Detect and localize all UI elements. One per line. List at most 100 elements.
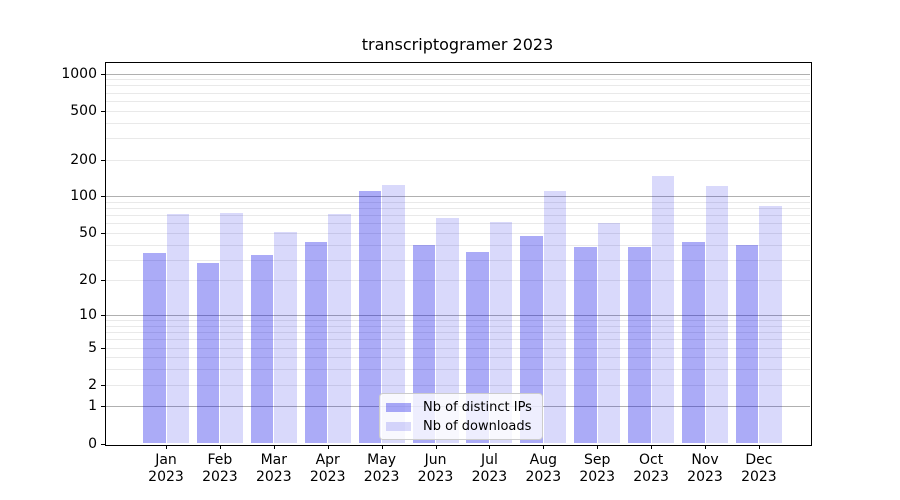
legend: Nb of distinct IPs Nb of downloads bbox=[379, 393, 543, 440]
x-tick-label-jan: Jan 2023 bbox=[148, 451, 184, 485]
y-tick-label: 1000 bbox=[61, 65, 97, 82]
y-tick-mark bbox=[101, 73, 105, 75]
legend-item-downloads: Nb of downloads bbox=[386, 418, 534, 435]
chart-title: transcriptogramer 2023 bbox=[361, 35, 554, 54]
y-tick-mark bbox=[101, 280, 105, 282]
minor-gridline bbox=[105, 369, 810, 371]
x-tick-label-oct: Oct 2023 bbox=[633, 451, 669, 485]
bar-downloads-feb bbox=[220, 213, 243, 444]
bar-downloads-nov bbox=[705, 185, 728, 444]
x-tick-label-dec: Dec 2023 bbox=[741, 451, 777, 485]
bar-distinct-ips-dec bbox=[735, 244, 759, 444]
bar-downloads-sep bbox=[597, 223, 621, 444]
x-tick-label-sep: Sep 2023 bbox=[579, 451, 615, 485]
bar-distinct-ips-jan bbox=[143, 253, 166, 444]
y-tick-label: 20 bbox=[79, 272, 97, 289]
x-tick-label-nov: Nov 2023 bbox=[687, 451, 723, 485]
x-tick-mark bbox=[705, 444, 706, 449]
minor-gridline bbox=[105, 79, 810, 81]
minor-gridline bbox=[105, 92, 810, 94]
bar-downloads-oct bbox=[651, 175, 675, 444]
y-tick-mark bbox=[101, 406, 105, 408]
y-tick-mark bbox=[101, 110, 105, 112]
minor-gridline bbox=[105, 223, 810, 225]
y-tick-label: 500 bbox=[70, 102, 97, 119]
x-tick-label-may: May 2023 bbox=[363, 451, 400, 485]
minor-gridline bbox=[105, 215, 810, 217]
minor-gridline bbox=[105, 347, 810, 349]
minor-gridline bbox=[105, 339, 810, 341]
y-tick-mark bbox=[101, 159, 105, 161]
x-tick-label-mar: Mar 2023 bbox=[255, 451, 292, 485]
bar-downloads-dec bbox=[759, 205, 782, 444]
minor-gridline bbox=[105, 259, 810, 261]
x-tick-mark bbox=[489, 444, 491, 449]
bar-downloads-apr bbox=[328, 213, 351, 444]
minor-gridline bbox=[105, 244, 810, 246]
x-tick-mark bbox=[219, 444, 221, 449]
y-tick-mark bbox=[101, 384, 105, 386]
x-tick-mark bbox=[543, 444, 545, 449]
minor-gridline bbox=[105, 208, 810, 210]
minor-gridline bbox=[105, 110, 810, 112]
bar-downloads-jul bbox=[489, 222, 513, 444]
y-tick-label: 2 bbox=[88, 376, 97, 393]
x-tick-mark bbox=[273, 444, 275, 449]
y-tick-mark bbox=[101, 443, 105, 445]
y-tick-mark bbox=[101, 347, 105, 349]
minor-gridline bbox=[105, 332, 810, 334]
minor-gridline bbox=[105, 320, 810, 322]
legend-label-downloads: Nb of downloads bbox=[423, 419, 532, 434]
x-tick-mark bbox=[597, 444, 599, 449]
major-gridline bbox=[105, 196, 810, 198]
bar-distinct-ips-aug bbox=[520, 236, 543, 444]
x-tick-mark bbox=[758, 444, 760, 449]
bar-distinct-ips-sep bbox=[574, 247, 597, 444]
minor-gridline bbox=[105, 159, 810, 161]
bar-distinct-ips-apr bbox=[304, 242, 328, 444]
y-tick-label: 0 bbox=[88, 435, 97, 452]
minor-gridline bbox=[105, 325, 810, 327]
bar-distinct-ips-mar bbox=[250, 254, 274, 444]
y-tick-label: 100 bbox=[70, 188, 97, 205]
major-gridline bbox=[105, 73, 810, 75]
bar-downloads-jan bbox=[166, 213, 189, 444]
y-tick-mark bbox=[101, 196, 105, 198]
bar-distinct-ips-nov bbox=[682, 242, 705, 444]
minor-gridline bbox=[105, 280, 810, 282]
bar-downloads-aug bbox=[543, 191, 567, 444]
minor-gridline bbox=[105, 85, 810, 87]
bar-downloads-jun bbox=[436, 218, 459, 444]
legend-item-distinct-ips: Nb of distinct IPs bbox=[386, 399, 534, 416]
bar-distinct-ips-oct bbox=[628, 247, 651, 444]
bar-downloads-mar bbox=[274, 231, 297, 444]
bar-distinct-ips-feb bbox=[196, 263, 220, 444]
x-tick-label-feb: Feb 2023 bbox=[202, 451, 238, 485]
legend-swatch-downloads-icon bbox=[386, 422, 411, 431]
y-tick-label: 50 bbox=[79, 224, 97, 241]
y-tick-mark bbox=[101, 315, 105, 317]
minor-gridline bbox=[105, 137, 810, 139]
minor-gridline bbox=[105, 100, 810, 102]
x-tick-mark bbox=[381, 444, 383, 449]
minor-gridline bbox=[105, 357, 810, 359]
bar-distinct-ips-may bbox=[358, 191, 382, 444]
legend-swatch-distinct-ips-icon bbox=[386, 403, 411, 412]
minor-gridline bbox=[105, 384, 810, 386]
legend-label-distinct-ips: Nb of distinct IPs bbox=[423, 400, 532, 415]
x-tick-mark bbox=[166, 444, 167, 449]
minor-gridline bbox=[105, 232, 810, 234]
y-tick-label: 5 bbox=[88, 339, 97, 356]
y-tick-label: 200 bbox=[70, 151, 97, 168]
x-tick-mark bbox=[435, 444, 437, 449]
x-tick-label-apr: Apr 2023 bbox=[309, 451, 346, 485]
y-tick-label: 1 bbox=[88, 398, 97, 415]
y-tick-mark bbox=[101, 232, 105, 234]
bar-downloads-may bbox=[382, 184, 405, 444]
minor-gridline bbox=[105, 122, 810, 124]
x-tick-mark bbox=[327, 444, 329, 449]
y-tick-label: 10 bbox=[79, 307, 97, 324]
minor-gridline bbox=[105, 201, 810, 203]
major-gridline bbox=[105, 315, 810, 317]
